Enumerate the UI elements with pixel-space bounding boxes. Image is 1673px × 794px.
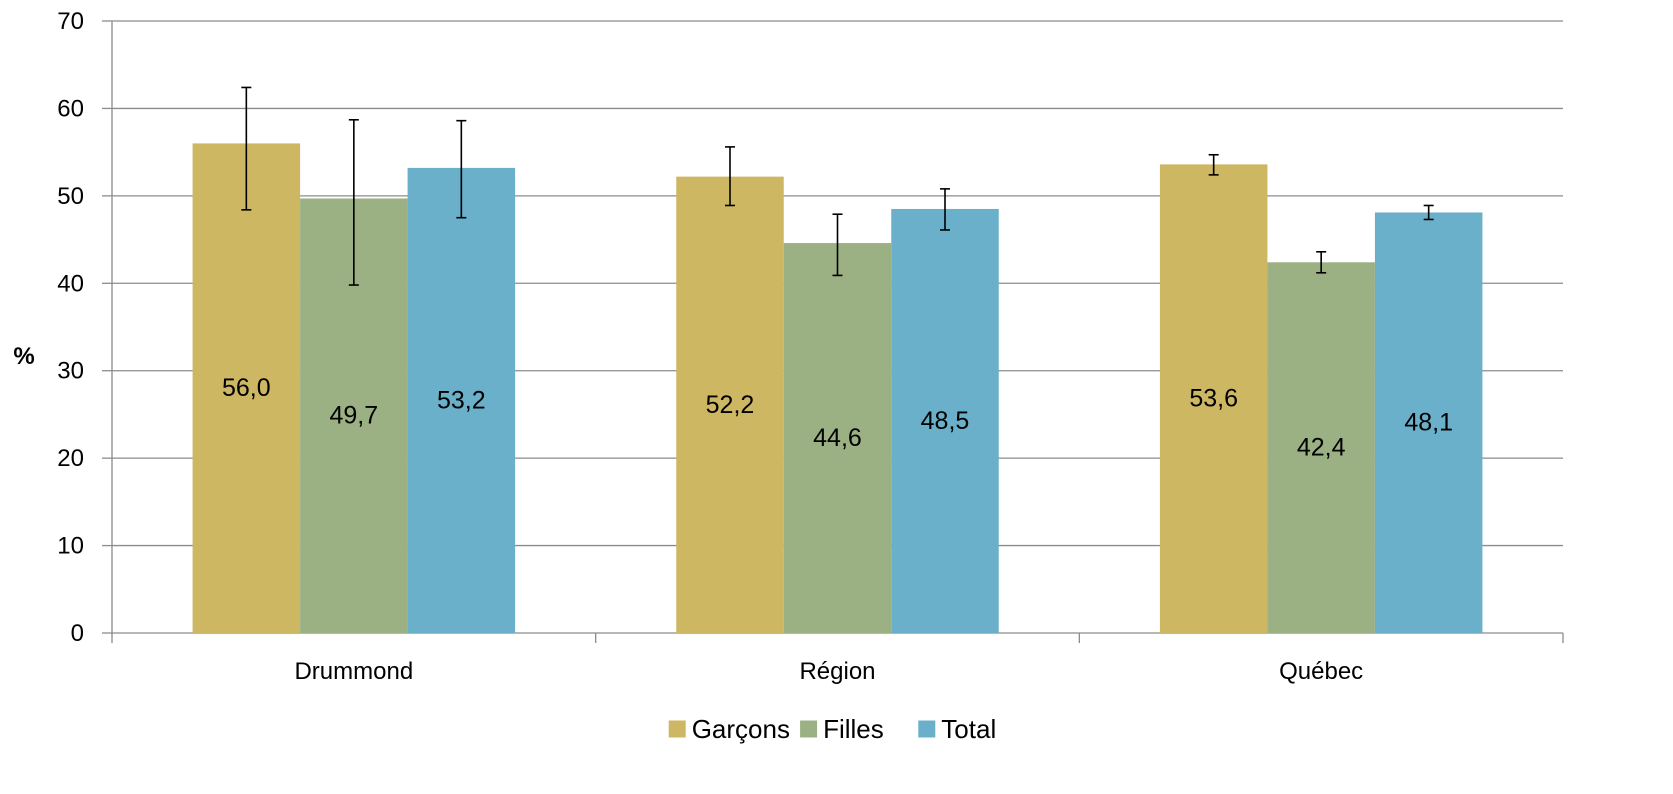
x-category-label: Région bbox=[799, 658, 875, 685]
bar bbox=[783, 243, 892, 633]
data-label: 48,1 bbox=[1404, 409, 1453, 437]
legend-swatch bbox=[918, 720, 936, 738]
data-label: 53,6 bbox=[1189, 385, 1238, 413]
bar bbox=[1267, 262, 1375, 633]
legend-label: Filles bbox=[823, 714, 884, 744]
legend-swatch bbox=[800, 720, 818, 738]
y-tick-label: 50 bbox=[57, 183, 84, 210]
y-tick-label: 10 bbox=[57, 533, 84, 560]
legend-label: Garçons bbox=[692, 714, 790, 744]
y-tick-label: 0 bbox=[71, 620, 84, 647]
data-label: 42,4 bbox=[1297, 434, 1346, 462]
y-tick-label: 60 bbox=[57, 95, 84, 122]
data-label: 52,2 bbox=[706, 391, 755, 419]
data-label: 44,6 bbox=[813, 424, 862, 452]
data-label: 49,7 bbox=[329, 402, 378, 430]
bar bbox=[676, 176, 784, 633]
data-label: 48,5 bbox=[921, 407, 970, 435]
bar bbox=[1159, 164, 1268, 633]
y-tick-label: 20 bbox=[57, 445, 84, 472]
legend-label: Total bbox=[941, 714, 996, 744]
y-tick-label: 70 bbox=[57, 8, 84, 35]
bar bbox=[192, 143, 301, 633]
legend: Garçons Filles Total bbox=[668, 714, 996, 744]
data-labels: 56,0 49,7 53,2 52,2 44,6 48,5 53,6 42,4 48,1 bbox=[222, 374, 1453, 461]
data-label: 56,0 bbox=[222, 374, 271, 402]
legend-swatch bbox=[668, 720, 686, 738]
bar bbox=[1374, 212, 1483, 633]
y-tick-label: 30 bbox=[57, 358, 84, 385]
bar bbox=[891, 208, 999, 633]
error-bars bbox=[241, 86, 1434, 286]
data-label: 53,2 bbox=[437, 386, 486, 414]
bars bbox=[192, 143, 1483, 634]
y-tick-label: 40 bbox=[57, 270, 84, 297]
y-axis-label: % bbox=[13, 343, 34, 370]
x-category-label: Drummond bbox=[294, 658, 413, 685]
bar bbox=[407, 167, 516, 633]
x-category-label: Québec bbox=[1279, 658, 1363, 685]
